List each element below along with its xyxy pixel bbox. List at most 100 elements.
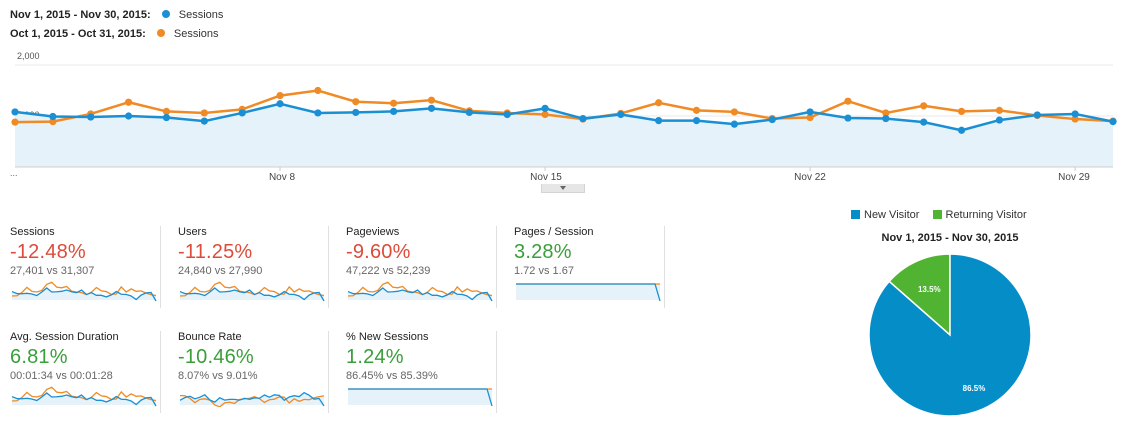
current-series-point[interactable] [200,117,208,125]
sparkline [516,283,661,302]
metric-users[interactable]: Users -11.25% 24,840 vs 27,990 [178,226,329,308]
pie-legend-returning[interactable]: Returning Visitor [932,209,1027,221]
current-series-point[interactable] [541,104,549,112]
metric-label: Avg. Session Duration [10,331,119,343]
legend-previous-range: Oct 1, 2015 - Oct 31, 2015: [10,28,146,40]
current-series-point[interactable] [11,108,19,116]
metric-label: % New Sessions [346,331,429,343]
sparkline-current [347,287,493,302]
current-series-point[interactable] [730,120,738,128]
legend-current-series: Sessions [178,9,224,21]
x-tick-nov29: Nov 29 [1058,172,1090,183]
current-series-point[interactable] [995,116,1004,124]
chart-collapse-handle[interactable] [541,184,585,193]
previous-series-point[interactable] [995,106,1004,114]
pie-slice-returning-visitor[interactable] [888,253,951,337]
current-series-point[interactable] [352,108,360,117]
previous-series-point[interactable] [276,92,284,100]
metric-comparison: 1.72 vs 1.67 [514,265,574,277]
metric-change: 3.28% [514,241,572,263]
metric-new-sessions[interactable]: % New Sessions 1.24% 86.45% vs 85.39% [346,331,497,413]
previous-series-point[interactable] [49,118,57,126]
current-series-point[interactable] [844,114,852,122]
current-series-point[interactable] [768,115,776,124]
previous-series-point[interactable] [806,113,814,122]
sparkline [11,281,157,302]
current-series-point[interactable] [1071,110,1079,118]
metric-sessions[interactable]: Sessions -12.48% 27,401 vs 31,307 [10,226,161,308]
pie-slice-new-visitor[interactable] [868,253,1032,417]
y-tick-2000: 2,000 [17,51,40,61]
sparkline-current [179,391,325,407]
sparkline-current [179,287,325,302]
previous-series-point[interactable] [124,98,133,106]
metric-change: 6.81% [10,346,68,368]
pie-legend-label: New Visitor [864,209,920,221]
metric-pages-per-session[interactable]: Pages / Session 3.28% 1.72 vs 1.67 [514,226,665,308]
pie-legend-new[interactable]: New Visitor [851,209,919,221]
current-series-point[interactable] [1109,118,1117,126]
pie-label-new-visitor: 86.5% [963,384,986,393]
sessions-line-chart[interactable] [0,0,1126,190]
legend-previous-series: Sessions [173,28,219,40]
previous-series-point[interactable] [390,99,398,107]
sparkline-current [516,283,661,302]
current-series-point[interactable] [920,118,928,126]
previous-series-point[interactable] [730,108,738,116]
previous-series-point[interactable] [1071,115,1079,123]
previous-series-point[interactable] [352,98,360,106]
current-series-point[interactable] [806,108,814,116]
sparkline-previous [179,281,325,297]
metric-pageviews[interactable]: Pageviews -9.60% 47,222 vs 52,239 [346,226,497,308]
previous-series-point[interactable] [541,110,549,119]
current-series-point[interactable] [390,107,398,116]
current-series-point[interactable] [882,114,890,123]
current-series-line [14,102,1114,132]
previous-series-point[interactable] [957,107,966,116]
previous-series-point[interactable] [200,109,208,117]
sparkline [348,388,493,407]
current-series-point[interactable] [957,126,966,134]
previous-series-point[interactable] [692,106,701,114]
sparkline-previous [11,386,157,402]
current-series-point[interactable] [162,113,171,122]
current-series-point[interactable] [655,116,663,125]
current-series-point[interactable] [617,110,625,119]
legend-current: Nov 1, 2015 - Nov 30, 2015: Sessions [10,9,223,21]
current-series-point[interactable] [276,100,284,108]
previous-series-point[interactable] [11,118,19,126]
metric-label: Sessions [10,226,55,238]
current-series-point[interactable] [49,112,57,121]
previous-series-point[interactable] [655,99,663,107]
current-series-point[interactable] [503,110,511,119]
previous-series-point[interactable] [844,97,852,105]
sparkline-area [348,389,492,405]
current-series-point[interactable] [1033,111,1041,119]
pie-label-returning-visitor: 13.5% [918,285,941,294]
current-series-point[interactable] [238,109,246,117]
previous-series-point[interactable] [920,102,928,110]
legend-current-dot [161,10,170,18]
x-tick-nov8: Nov 8 [268,172,296,183]
previous-series-point[interactable] [314,86,322,95]
current-series-point[interactable] [579,114,587,123]
x-tick-nov22: Nov 22 [794,172,826,183]
new-visitor-swatch [851,210,860,219]
legend-previous-dot [156,29,165,37]
current-series-point[interactable] [465,108,473,117]
current-series-point[interactable] [314,109,322,117]
metric-avg-session-duration[interactable]: Avg. Session Duration 6.81% 00:01:34 vs … [10,331,161,413]
current-series-point[interactable] [692,116,701,125]
current-series-point[interactable] [427,104,436,112]
metric-comparison: 00:01:34 vs 00:01:28 [10,370,113,382]
metric-bounce-rate[interactable]: Bounce Rate -10.46% 8.07% vs 9.01% [178,331,329,413]
metric-change: -9.60% [346,241,411,263]
current-series-point[interactable] [124,112,133,120]
pie-legend-label: Returning Visitor [945,209,1027,221]
current-series-point[interactable] [87,113,95,121]
pie-legend: New Visitor Returning Visitor [851,209,1037,221]
previous-series-point[interactable] [427,96,436,104]
previous-series-point[interactable] [882,109,890,117]
visitor-type-pie-chart[interactable]: 13.5% 86.5% [860,250,1040,420]
previous-series-point[interactable] [162,107,171,116]
